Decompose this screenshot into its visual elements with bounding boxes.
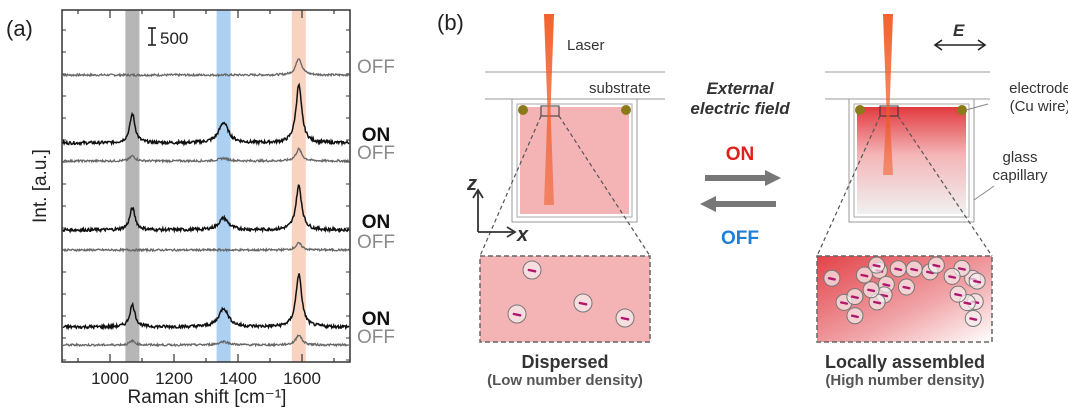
particle-core <box>860 273 869 278</box>
right-zoom-connector <box>816 115 993 257</box>
electrode-left-b <box>855 105 865 115</box>
particle-core <box>894 267 903 272</box>
left-capillary <box>511 98 638 223</box>
state-label: ON <box>362 212 391 233</box>
coordinate-axes <box>472 188 517 238</box>
x-axis-ticks: 1000 1200 1400 1600 <box>62 10 350 388</box>
capillary-label-1: glass <box>1002 149 1037 166</box>
particle-core <box>872 263 881 268</box>
particle-core <box>880 293 889 298</box>
field-line-2: electric field <box>690 99 790 118</box>
capillary-callout <box>973 185 995 201</box>
state-label: ON <box>362 309 391 330</box>
particle-core <box>850 295 859 299</box>
on-label: ON <box>726 144 755 165</box>
particle-core <box>932 263 941 268</box>
dispersed-subcaption: (Low number density) <box>487 372 643 389</box>
particle-core <box>867 288 876 293</box>
spectrum-off <box>62 58 350 78</box>
laser-label: Laser <box>567 37 605 54</box>
assembled-particles <box>823 256 986 327</box>
particle-core <box>850 314 859 319</box>
electrode-label-2: (Cu wire) <box>1010 98 1068 115</box>
off-label: OFF <box>721 228 759 249</box>
on-arrow <box>705 170 781 186</box>
dispersed-particles <box>507 260 635 328</box>
particle-core <box>948 275 957 279</box>
state-label: ON <box>362 125 391 146</box>
particle-core <box>620 316 630 321</box>
spectrum-on <box>62 184 350 234</box>
spectrum-off <box>62 147 350 164</box>
capillary-label-2: capillary <box>992 167 1048 184</box>
spectrum-off <box>62 241 350 253</box>
particle-core <box>973 279 982 284</box>
dispersed-sample <box>520 107 629 214</box>
particle-core <box>969 317 978 321</box>
spectra <box>62 58 350 348</box>
substrate-label: substrate <box>589 80 651 97</box>
particle-core <box>512 312 522 317</box>
particle-core <box>954 292 963 297</box>
state-label: OFF <box>357 327 395 348</box>
state-label: OFF <box>357 143 395 164</box>
particle-core <box>882 283 891 287</box>
highlight-band <box>216 10 231 362</box>
highlight-bands <box>125 10 306 362</box>
electrode-right <box>621 105 631 115</box>
panel-b-label: (b) <box>437 10 464 35</box>
particle-core <box>957 267 966 271</box>
particle-core <box>840 301 849 305</box>
axis-z-label: z <box>466 173 477 195</box>
particle-core <box>827 277 836 281</box>
off-arrow <box>700 196 776 212</box>
particle-core <box>902 285 911 290</box>
dispersed-zoom-box <box>479 255 651 343</box>
particle-core <box>926 270 935 275</box>
e-field-label: E <box>953 21 965 40</box>
state-label: OFF <box>357 57 395 78</box>
electrode-left <box>518 105 528 115</box>
spectrum-off <box>62 334 350 348</box>
e-field-arrow <box>933 39 987 51</box>
x-tick-label: 1200 <box>155 369 193 388</box>
panel-a-label: (a) <box>6 16 33 41</box>
electrode-callout <box>965 103 989 111</box>
laser-beam-left-shape <box>544 14 554 205</box>
x-tick-label: 1600 <box>283 369 321 388</box>
particle-core <box>527 268 537 273</box>
state-label: OFF <box>357 232 395 253</box>
particle-core <box>873 300 882 305</box>
x-tick-label: 1400 <box>219 369 257 388</box>
dispersed-caption: Dispersed <box>521 352 608 372</box>
scale-bar-label: 500 <box>160 29 188 48</box>
assembled-sample <box>857 107 966 214</box>
highlight-band <box>125 10 140 362</box>
field-line-1: External <box>706 79 774 98</box>
particle-core <box>910 267 919 272</box>
intensity-scale-bar: 500 <box>148 27 188 48</box>
assembled-caption: Locally assembled <box>825 352 985 372</box>
x-tick-label: 1000 <box>91 369 129 388</box>
spectrum-on <box>62 273 350 331</box>
assembled-subcaption: (High number density) <box>825 372 984 389</box>
particle-core <box>963 301 972 306</box>
right-capillary <box>848 98 975 223</box>
electrode-right-b <box>957 105 967 115</box>
spectrum-on <box>62 82 350 147</box>
laser-beam-right <box>883 14 893 175</box>
electrode-label-1: electrode <box>1009 80 1068 97</box>
axis-x-label: x <box>516 224 529 246</box>
y-axis-title: Int. [a.u.] <box>30 149 51 223</box>
plot-frame <box>61 9 351 363</box>
particle-core <box>578 301 588 306</box>
x-axis-title: Raman shift [cm⁻¹] <box>128 387 287 408</box>
